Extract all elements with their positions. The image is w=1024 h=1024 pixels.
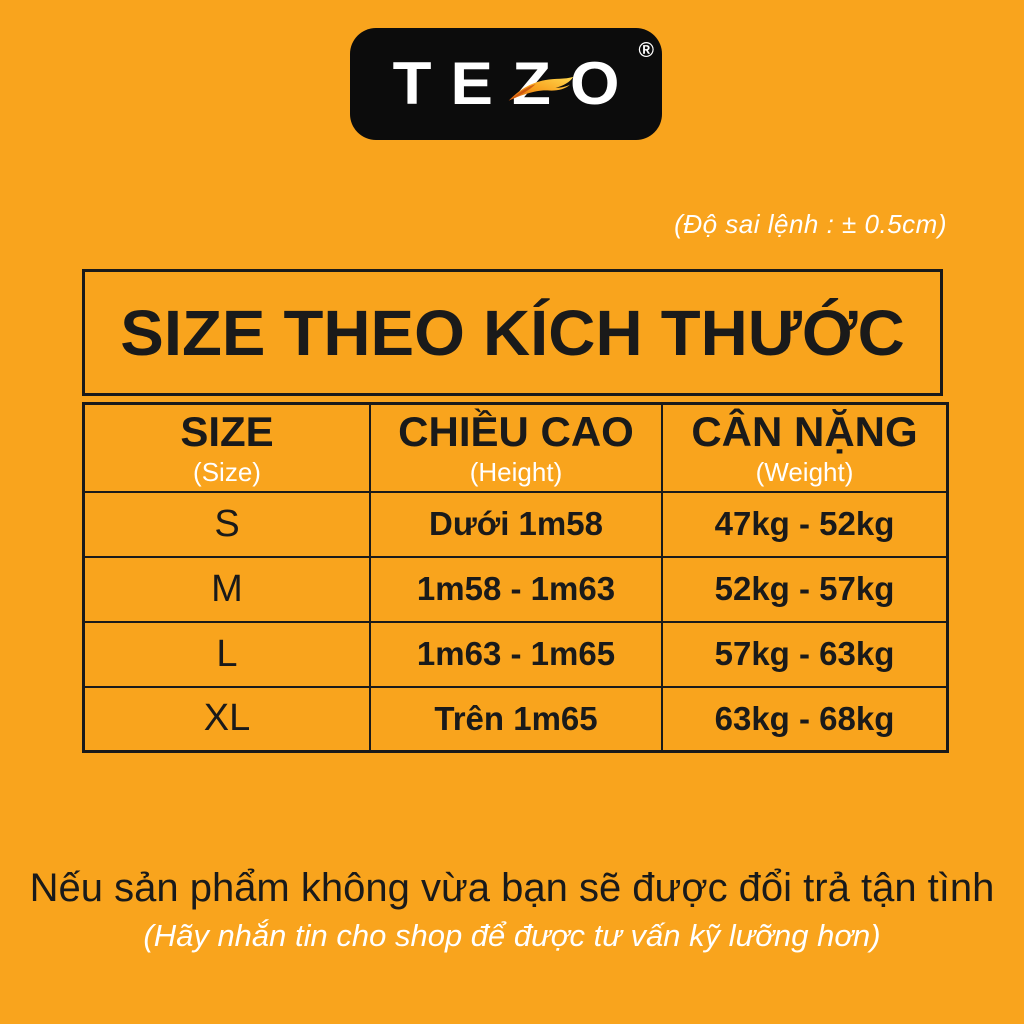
footer-exchange-note: Nếu sản phẩm không vừa bạn sẽ được đổi t… [29,866,995,910]
weight-cell: 57kg - 63kg [661,620,949,688]
weight-cell: 63kg - 68kg [661,685,949,753]
column-header-size-label: SIZE [180,407,274,455]
size-cell: L [82,620,371,688]
column-header-height: CHIỀU CAO (Height) [369,402,663,493]
column-header-size-sublabel: (Size) [193,457,261,488]
table-row-xl: XL Trên 1m65 63kg - 68kg [82,685,949,753]
column-header-height-label: CHIỀU CAO [398,407,634,455]
height-cell: 1m58 - 1m63 [369,555,663,623]
size-cell: S [82,490,371,558]
brand-name: TEZO [392,50,639,117]
column-header-size: SIZE (Size) [82,402,371,493]
column-header-weight-sublabel: (Weight) [755,457,854,488]
table-header-row: SIZE (Size) CHIỀU CAO (Height) CÂN NẶNG … [82,402,949,493]
weight-cell: 52kg - 57kg [661,555,949,623]
weight-cell: 47kg - 52kg [661,490,949,558]
column-header-height-sublabel: (Height) [469,457,563,488]
table-row-m: M 1m58 - 1m63 52kg - 57kg [82,555,949,623]
height-cell: 1m63 - 1m65 [369,620,663,688]
tolerance-note: (Độ sai lệnh : ± 0.5cm) [674,209,947,239]
brand-logo: TEZO ® [350,28,662,140]
size-chart-title: SIZE THEO KÍCH THƯỚC [120,296,905,369]
footer-contact-note: (Hãy nhắn tin cho shop để được tư vấn kỹ… [143,918,881,953]
column-header-weight: CÂN NẶNG (Weight) [661,402,949,493]
height-cell: Dưới 1m58 [369,490,663,558]
height-cell: Trên 1m65 [369,685,663,753]
size-cell: M [82,555,371,623]
table-row-s: S Dưới 1m58 47kg - 52kg [82,490,949,558]
size-cell: XL [82,685,371,753]
size-chart-title-box: SIZE THEO KÍCH THƯỚC [82,269,943,396]
size-table: SIZE (Size) CHIỀU CAO (Height) CÂN NẶNG … [82,402,949,753]
column-header-weight-label: CÂN NẶNG [691,407,918,455]
table-row-l: L 1m63 - 1m65 57kg - 63kg [82,620,949,688]
registered-trademark-icon: ® [638,39,654,62]
